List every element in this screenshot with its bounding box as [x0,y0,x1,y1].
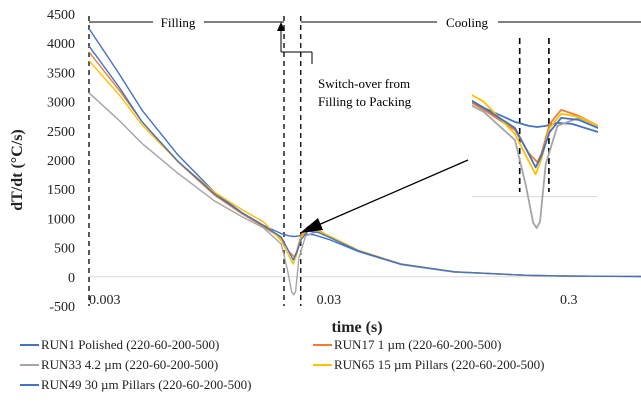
annotation-text: Switch-over from Filling to Packing [318,76,412,109]
legend: RUN1 Polished (220-60-200-500) RUN17 1 µm… [20,337,544,392]
legend-label: RUN49 30 µm Pillars (220-60-200-500) [41,377,251,392]
y-axis-title: dT/dt (°C/s) [9,129,26,211]
y-tick-label: 2500 [47,125,75,140]
y-tick-label: 1000 [47,212,75,227]
inset-series-line-2 [472,104,598,229]
x-tick-label: 0.3 [560,293,578,308]
phase-label-filling: Filling [161,15,196,30]
y-tick-label: 3000 [47,96,75,111]
legend-label: RUN1 Polished (220-60-200-500) [41,337,219,352]
zoom-arrow [300,159,469,233]
inset-series [472,94,598,229]
legend-label: RUN65 15 µm Pillars (220-60-200-500) [334,357,544,372]
inset-background [470,30,600,232]
x-axis-tick-labels: 0.003 0.03 0.3 [89,293,578,308]
x-tick-label: 0.003 [89,293,121,308]
y-axis-tick-labels: -500 0 500 1000 1500 2000 2500 3000 3500 4000 4500 [47,8,75,315]
inset-series-line-0 [472,99,598,133]
zoom-inset [470,30,600,232]
y-tick-label: 2000 [47,154,75,169]
series-line-4 [88,45,641,278]
switch-over-markers [88,16,641,306]
y-tick-label: 4000 [47,37,75,52]
annotation-arrowhead [277,22,285,31]
x-axis-title: time (s) [331,319,382,336]
y-tick-label: 0 [68,271,75,286]
y-tick-label: 4500 [47,8,75,23]
y-tick-label: 500 [54,242,75,257]
legend-label: RUN33 4.2 µm (220-60-200-500) [41,357,218,372]
series-lines [88,28,641,296]
switch-over-annotation: Switch-over from Filling to Packing [277,22,412,109]
inset-series-line-4 [472,99,598,169]
y-tick-label: 1500 [47,183,75,198]
y-tick-label: -500 [49,300,75,315]
legend-label: RUN17 1 µm (220-60-200-500) [334,337,501,352]
x-tick-label: 0.03 [317,293,342,308]
inset-series-line-3 [472,94,598,176]
y-tick-label: 3500 [47,66,75,81]
phase-label-cooling: Cooling [446,15,488,30]
